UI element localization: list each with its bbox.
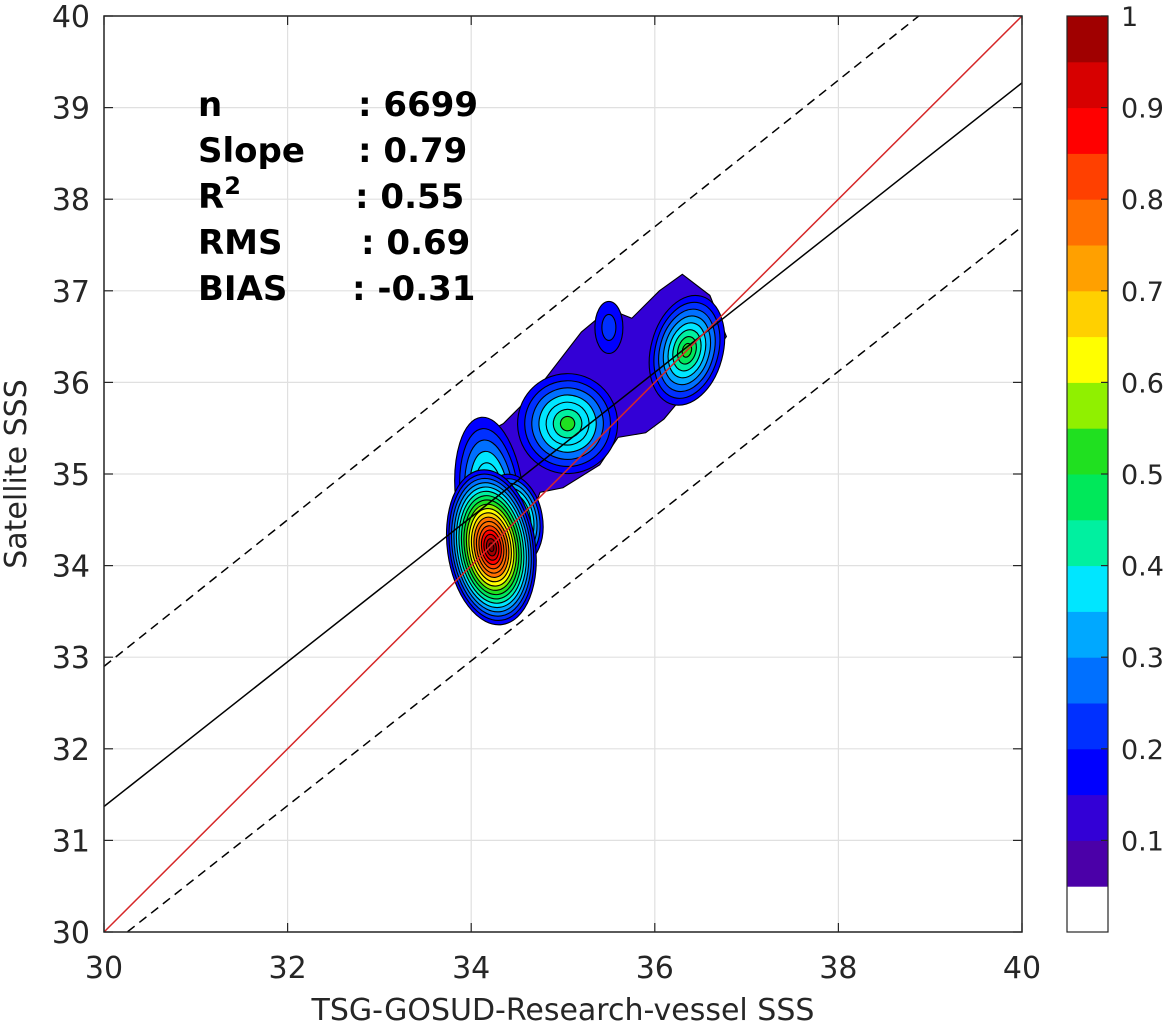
stats-box: n : 6699 Slope : 0.79 R2 : 0.55 RMS : 0.69 BIAS:… [198, 85, 478, 309]
x-tick-label: 32 [269, 951, 307, 986]
colorbar-tick-label: 1 [1121, 2, 1138, 33]
colorbar-band [1067, 153, 1108, 200]
x-tick-label: 40 [1003, 951, 1041, 986]
colorbar-tick-label: 0.3 [1121, 643, 1164, 674]
x-tick-label: 36 [636, 951, 674, 986]
y-tick-labels: 30 31 32 33 34 35 36 37 38 39 40 [52, 0, 90, 951]
stat-label-text: Slope [198, 131, 305, 171]
stat-value: : -0.31 [352, 269, 475, 309]
colorbar-band [1067, 428, 1108, 475]
y-axis-label: Satellite SSS [0, 379, 34, 569]
colorbar-band [1067, 840, 1108, 887]
contour-level [559, 415, 576, 432]
y-tick-label: 37 [52, 275, 90, 310]
x-tick-label: 34 [452, 951, 490, 986]
stat-label: RMS [198, 223, 283, 263]
stat-label-text: n [198, 85, 222, 125]
colorbar-tick-label: 0.5 [1121, 460, 1164, 491]
colorbar-band [1067, 199, 1108, 246]
colorbar-band [1067, 703, 1108, 750]
y-tick-label: 40 [52, 0, 90, 35]
x-tick-label: 30 [85, 951, 123, 986]
y-tick-label: 33 [52, 641, 90, 676]
colorbar-band [1067, 565, 1108, 612]
x-axis-label: TSG-GOSUD-Research-vessel SSS [311, 993, 815, 1028]
stat-label-superscript: 2 [224, 172, 241, 200]
colorbar-tick-label: 0.4 [1121, 552, 1164, 583]
x-tick-labels: 30 32 34 36 38 40 [85, 951, 1041, 986]
colorbar-tick-label: 0.8 [1121, 185, 1164, 216]
colorbar-band [1067, 290, 1108, 338]
stat-value: : 0.69 [361, 223, 470, 263]
colorbar-tick-label: 0.6 [1121, 368, 1164, 399]
y-tick-label: 38 [52, 183, 90, 218]
colorbar-band [1067, 886, 1108, 933]
colorbar-band [1067, 107, 1108, 154]
y-tick-label: 36 [52, 366, 90, 401]
axis-ticks [103, 15, 1023, 933]
colorbar-tick-label: 0.7 [1121, 277, 1164, 308]
contour-level [601, 313, 617, 341]
colorbar-tick-label: 0.2 [1121, 735, 1164, 766]
stat-label-text: BIAS [198, 269, 287, 309]
y-tick-label: 35 [52, 458, 90, 493]
colorbar-tick-label: 0.1 [1121, 826, 1164, 857]
colorbar-band [1067, 519, 1108, 567]
stat-value: : 6699 [358, 85, 478, 125]
colorbar-band [1067, 657, 1108, 704]
colorbar-band [1067, 336, 1108, 383]
y-tick-label: 34 [52, 550, 90, 585]
regression-line [104, 82, 1022, 808]
stat-label: R2 [198, 172, 241, 217]
grid [103, 15, 1023, 933]
stat-value: : 0.79 [358, 131, 467, 171]
reference-lines [104, 16, 1022, 932]
colorbar-band [1067, 61, 1108, 109]
stat-label-text: R [198, 177, 224, 217]
identity-line [104, 16, 1022, 932]
y-tick-label: 31 [52, 824, 90, 859]
y-tick-label: 39 [52, 92, 90, 127]
colorbar-band [1067, 611, 1108, 658]
colorbar-band [1067, 382, 1108, 429]
y-tick-label: 32 [52, 733, 90, 768]
density-contours [445, 273, 728, 626]
colorbar-tick-label: 0.9 [1121, 94, 1164, 125]
colorbar-band [1067, 794, 1108, 841]
colorbar-band [1067, 245, 1108, 292]
stat-value: : 0.55 [355, 177, 464, 217]
stat-label: n [198, 85, 222, 125]
stat-label: Slope [198, 131, 305, 171]
colorbar-band [1067, 16, 1108, 63]
colorbar: 0.1 0.2 0.3 0.4 0.5 0.6 0.7 0.8 0.9 1 [1066, 2, 1164, 933]
x-tick-label: 38 [819, 951, 857, 986]
upper-bound-line [104, 16, 920, 667]
colorbar-band [1067, 748, 1108, 796]
colorbar-band [1067, 474, 1108, 521]
y-tick-label: 30 [52, 916, 90, 951]
stat-label: BIAS [198, 269, 287, 309]
stat-label-text: RMS [198, 223, 283, 263]
